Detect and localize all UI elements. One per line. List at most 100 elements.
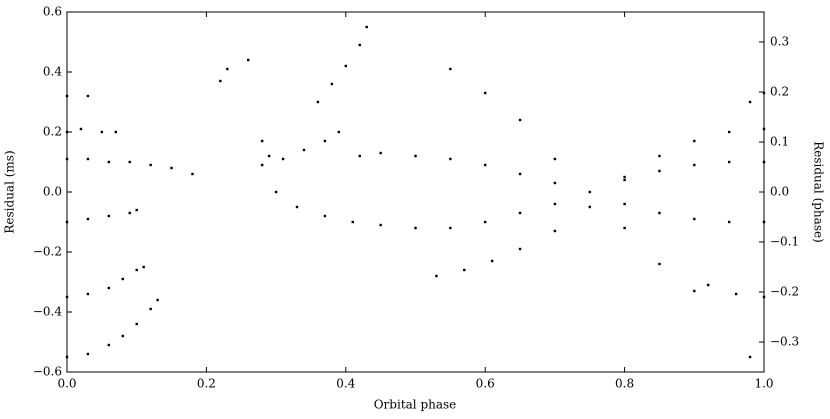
x-tick-label: 0.6 (476, 377, 495, 391)
point (379, 223, 382, 227)
point (693, 289, 696, 293)
point (128, 160, 131, 164)
point (128, 211, 131, 215)
point (693, 163, 696, 167)
y2-tick-label: 0.1 (770, 135, 789, 149)
x-tick-label: 1.0 (754, 377, 773, 391)
point (365, 25, 368, 29)
point (748, 100, 752, 104)
point (734, 292, 738, 296)
point (330, 82, 334, 86)
point (518, 118, 522, 122)
y2-tick-label: 0.2 (770, 85, 789, 99)
point (65, 355, 69, 359)
point (107, 160, 111, 164)
point (86, 94, 90, 98)
point (623, 178, 626, 182)
y-tick-label: 0.6 (43, 5, 62, 19)
point (518, 172, 522, 176)
y-axis-label: Residual (ms) (3, 150, 17, 233)
point (86, 217, 90, 221)
point (121, 277, 124, 281)
point (267, 154, 271, 158)
point (449, 67, 452, 71)
point (379, 151, 382, 155)
point (484, 220, 487, 224)
y2-tick-label: 0.3 (770, 35, 789, 49)
point (170, 166, 173, 170)
point (302, 148, 306, 152)
point (588, 190, 591, 194)
plot-frame (66, 11, 765, 373)
point (135, 268, 138, 272)
point (219, 79, 222, 83)
point (518, 211, 522, 215)
y-tick-label: −0.6 (33, 365, 62, 379)
y-tick-label: 0.4 (43, 65, 62, 79)
y-tick-label: −0.2 (33, 245, 62, 259)
y2-tick-label: 0.0 (770, 185, 789, 199)
x-axis-label: Orbital phase (374, 398, 457, 412)
x-tick-label: 0.8 (615, 377, 634, 391)
point (484, 91, 487, 95)
point (337, 130, 341, 134)
point (762, 127, 766, 131)
point (142, 265, 145, 269)
y-tick-label: −0.4 (33, 305, 63, 319)
point (260, 139, 264, 143)
y2-tick-label: −0.2 (770, 285, 799, 299)
point (484, 163, 487, 167)
point (274, 190, 278, 194)
point (762, 91, 766, 95)
y2-axis-label: Residual (phase) (812, 141, 826, 243)
point (553, 202, 557, 206)
point (707, 283, 710, 287)
point (114, 130, 117, 134)
point (156, 298, 159, 302)
point (414, 154, 417, 158)
point (323, 139, 327, 143)
point (107, 343, 111, 347)
point (748, 355, 752, 359)
point (658, 169, 661, 173)
y2-tick-label: −0.3 (770, 335, 799, 349)
point (435, 274, 438, 278)
point (762, 295, 766, 299)
x-tick-label: 0.2 (197, 377, 216, 391)
point (295, 205, 299, 209)
point (79, 127, 83, 131)
point (727, 220, 731, 224)
point (658, 154, 661, 158)
point (623, 226, 626, 230)
point (86, 157, 90, 161)
point (65, 295, 69, 299)
y2-tick-label: −0.1 (770, 235, 799, 249)
point (762, 220, 766, 224)
point (107, 286, 111, 290)
point (226, 67, 229, 71)
point (658, 262, 661, 266)
point (65, 94, 69, 98)
point (135, 208, 138, 212)
y-tick-label: 0.0 (43, 185, 62, 199)
point (323, 214, 327, 218)
point (135, 322, 138, 326)
point (727, 160, 731, 164)
point (449, 157, 452, 161)
point (100, 130, 104, 134)
y-tick-label: 0.2 (43, 125, 62, 139)
point (260, 163, 264, 167)
point (762, 160, 766, 164)
point (490, 259, 494, 263)
point (553, 229, 557, 233)
point (553, 157, 557, 161)
point (247, 58, 250, 62)
point (65, 130, 69, 134)
point (65, 157, 69, 161)
point (553, 181, 557, 185)
point (107, 214, 111, 218)
point (344, 64, 347, 68)
point (623, 202, 626, 206)
point (149, 163, 152, 167)
